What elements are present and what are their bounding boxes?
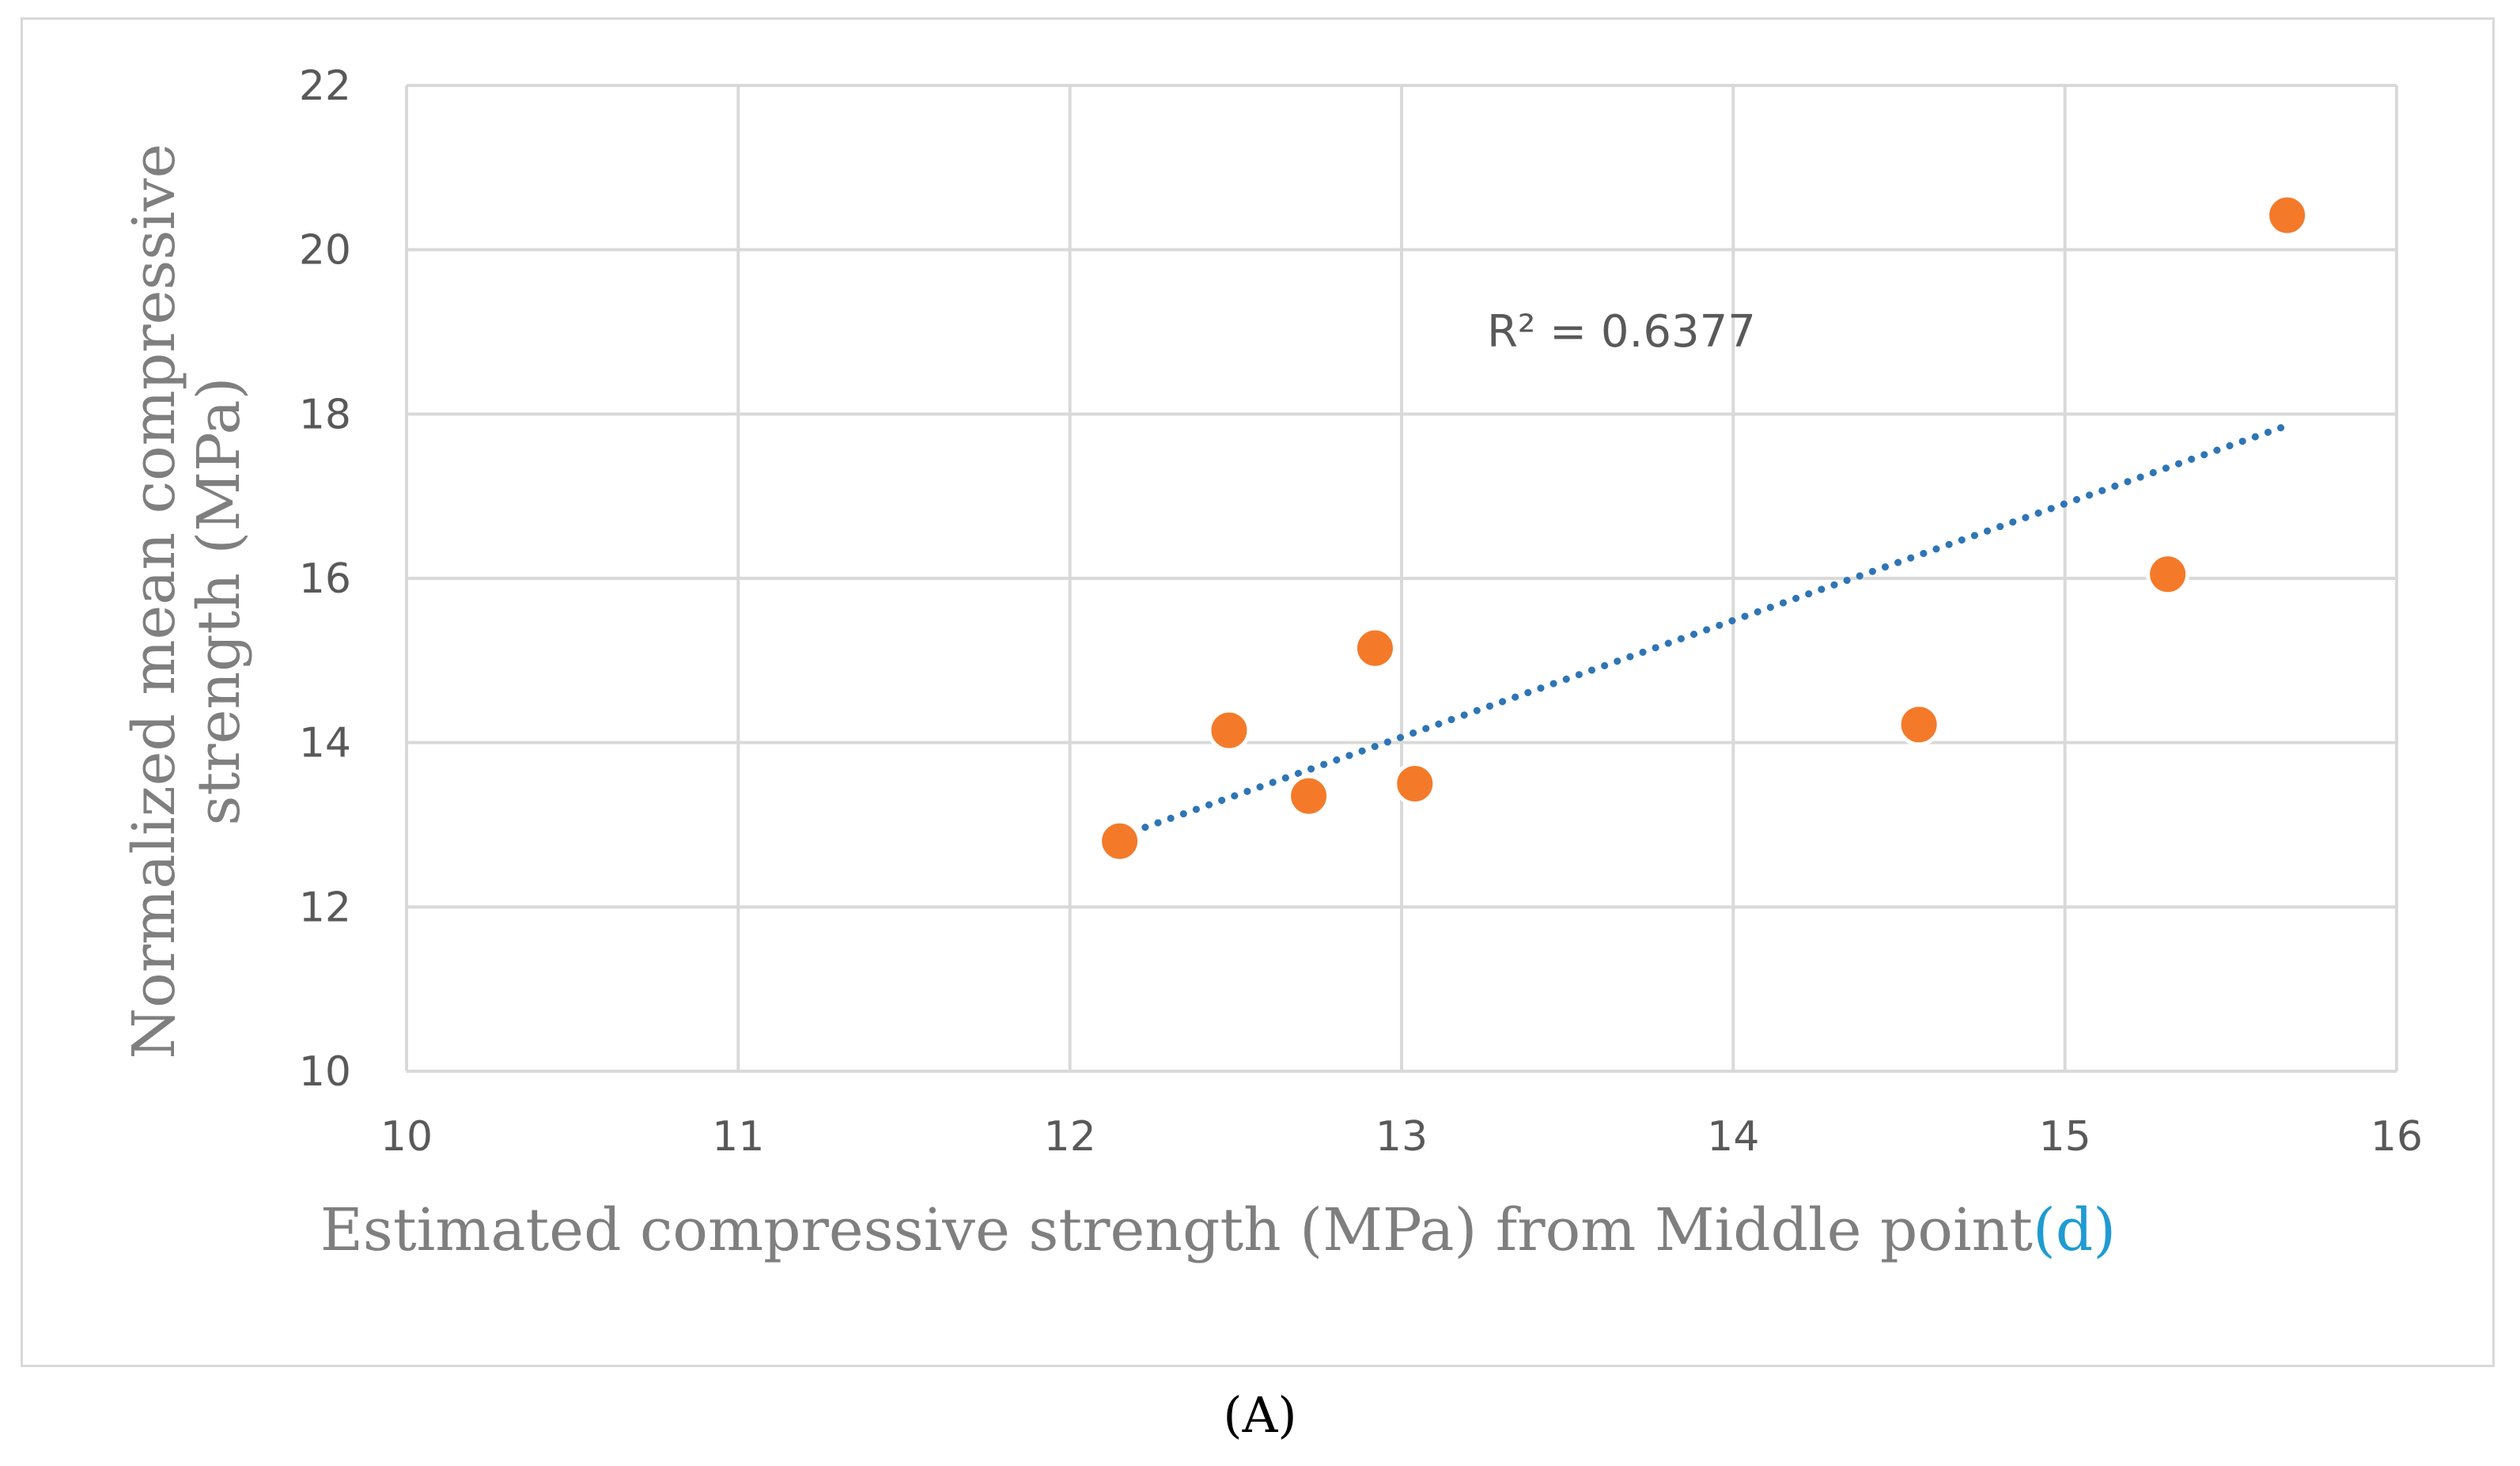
x-tick-label: 12 (1044, 1113, 1096, 1161)
panel-label: (A) (1223, 1386, 1296, 1444)
y-axis-title: Normalized mean compressive strength (MP… (120, 143, 253, 1059)
y-axis-title-line2: strength (MPa) (185, 377, 253, 826)
x-tick-label: 16 (2371, 1113, 2423, 1161)
x-axis-title-suffix: (d) (2033, 1196, 2116, 1264)
x-tick-label: 11 (712, 1113, 764, 1161)
y-tick-label: 20 (299, 227, 351, 275)
data-point (2146, 552, 2190, 597)
y-tick-label: 14 (299, 720, 351, 767)
data-point (1207, 708, 1251, 752)
y-tick-label: 12 (299, 884, 351, 931)
y-tick-label: 18 (299, 391, 351, 438)
data-point (1287, 774, 1331, 818)
tick-label-layer: 10 11 12 13 14 15 16 10 12 14 16 18 20 22 (299, 63, 2423, 1161)
point-layer (1098, 193, 2310, 863)
data-point (1393, 762, 1437, 806)
data-point (2265, 193, 2310, 237)
trendline-layer (1116, 422, 2291, 840)
chart-frame (21, 17, 2495, 1367)
x-tick-label: 15 (2039, 1113, 2091, 1161)
x-tick-label: 14 (1707, 1113, 1759, 1161)
y-tick-label: 16 (299, 555, 351, 603)
x-tick-label: 13 (1375, 1113, 1428, 1161)
y-tick-label: 10 (299, 1048, 351, 1096)
y-tick-label: 22 (299, 63, 351, 110)
data-point (1897, 703, 1941, 747)
x-axis-title: Estimated compressive strength (MPa) fro… (320, 1196, 2116, 1264)
x-axis-title-main: Estimated compressive strength (MPa) fro… (320, 1196, 2033, 1264)
data-point (1098, 819, 1142, 863)
data-point (1353, 626, 1397, 670)
r-squared-annotation: R² = 0.6377 (1487, 306, 1756, 358)
x-tick-label: 10 (380, 1113, 433, 1161)
trendline (1116, 422, 2291, 840)
grid-layer (405, 84, 2398, 1073)
y-axis-title-line1: Normalized mean compressive (120, 143, 188, 1059)
